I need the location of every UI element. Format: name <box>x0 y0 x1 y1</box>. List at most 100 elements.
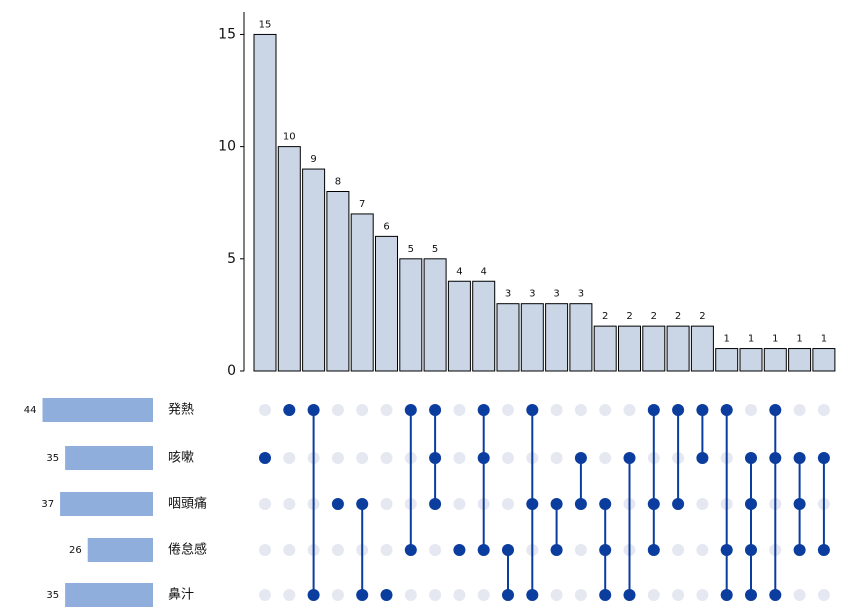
empty-dot <box>550 589 563 601</box>
bar <box>496 303 520 372</box>
empty-dot <box>453 498 466 510</box>
empty-dot <box>550 404 563 416</box>
member-dot <box>672 404 685 416</box>
bar-label: 1 <box>821 334 827 345</box>
member-dot <box>599 544 612 556</box>
set-size-label: 26 <box>69 545 82 556</box>
empty-dot <box>331 404 344 416</box>
member-dot <box>477 404 490 416</box>
empty-dot <box>477 589 490 601</box>
set-bar <box>65 446 153 470</box>
empty-dot <box>429 544 442 556</box>
member-dot <box>696 404 709 416</box>
empty-dot <box>380 498 393 510</box>
bar <box>447 280 471 372</box>
set-size-label: 37 <box>41 499 54 510</box>
member-dot <box>623 589 636 601</box>
empty-dot <box>380 404 393 416</box>
empty-dot <box>259 404 271 416</box>
set-size-label: 35 <box>46 590 59 601</box>
bar <box>253 33 277 372</box>
member-dot <box>526 498 539 510</box>
member-dot <box>769 589 782 601</box>
set-name: 倦怠感 <box>168 542 207 558</box>
bar <box>545 303 569 372</box>
bar <box>593 325 617 372</box>
member-dot <box>623 452 636 464</box>
member-dot <box>429 404 442 416</box>
member-dot <box>647 498 660 510</box>
member-dot <box>380 589 393 601</box>
set-name: 咽頭痛 <box>168 496 207 512</box>
member-dot <box>331 498 344 510</box>
member-dot <box>599 589 612 601</box>
bar-label: 3 <box>529 289 535 300</box>
y-tick-label: 0 <box>227 363 236 379</box>
bar <box>277 146 301 372</box>
empty-dot <box>574 404 587 416</box>
member-dot <box>745 498 757 510</box>
member-dot <box>550 498 563 510</box>
empty-dot <box>429 589 442 601</box>
bar <box>423 258 447 372</box>
bar-label: 1 <box>796 334 802 345</box>
bar-label: 5 <box>408 244 414 255</box>
bar-label: 6 <box>383 221 389 232</box>
bar-label: 2 <box>626 311 632 322</box>
member-dot <box>672 498 685 510</box>
set-name: 鼻汁 <box>168 587 194 603</box>
member-dot <box>599 498 612 510</box>
member-dot <box>647 544 660 556</box>
y-tick-label: 5 <box>227 251 236 267</box>
empty-dot <box>356 452 369 464</box>
empty-dot <box>745 404 757 416</box>
empty-dot <box>502 452 514 464</box>
member-dot <box>307 404 320 416</box>
member-dot <box>647 404 660 416</box>
empty-dot <box>599 452 612 464</box>
empty-dot <box>793 404 806 416</box>
member-dot <box>404 544 417 556</box>
set-bar <box>42 398 154 422</box>
bar-label: 4 <box>456 266 462 277</box>
set-name: 発熱 <box>168 403 194 418</box>
empty-dot <box>283 544 296 556</box>
member-dot <box>429 452 442 464</box>
bar-label: 3 <box>505 289 511 300</box>
member-dot <box>769 452 782 464</box>
bar <box>375 235 398 372</box>
member-dot <box>477 452 490 464</box>
bar <box>520 303 544 372</box>
empty-dot <box>793 589 806 601</box>
bar <box>399 258 423 372</box>
member-dot <box>793 498 806 510</box>
member-dot <box>817 452 830 464</box>
member-dot <box>404 404 417 416</box>
empty-dot <box>817 404 830 416</box>
member-dot <box>502 589 514 601</box>
member-dot <box>793 452 806 464</box>
member-dot <box>307 589 320 601</box>
member-dot <box>720 544 733 556</box>
bar <box>715 348 739 372</box>
empty-dot <box>574 544 587 556</box>
bar <box>690 325 714 372</box>
empty-dot <box>672 589 685 601</box>
empty-dot <box>696 544 709 556</box>
bar <box>472 280 496 372</box>
empty-dot <box>259 544 271 556</box>
empty-dot <box>331 544 344 556</box>
member-dot <box>526 589 539 601</box>
empty-dot <box>331 589 344 601</box>
member-dot <box>793 544 806 556</box>
bar-label: 1 <box>748 334 754 345</box>
empty-dot <box>283 498 296 510</box>
bar-label: 10 <box>283 132 296 143</box>
empty-dot <box>404 589 417 601</box>
bar-label: 9 <box>310 154 316 165</box>
empty-dot <box>453 404 466 416</box>
bar-label: 7 <box>359 199 365 210</box>
member-dot <box>745 452 757 464</box>
empty-dot <box>502 404 514 416</box>
